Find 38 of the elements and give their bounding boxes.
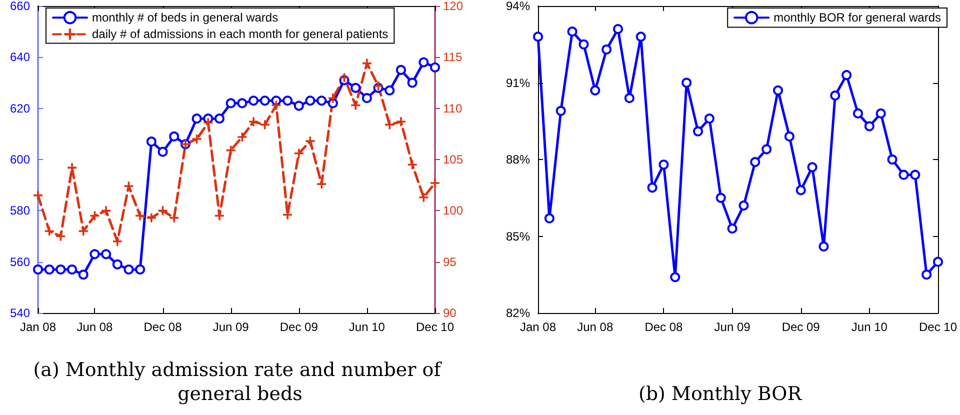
text: (b) Monthly BOR: [638, 383, 802, 405]
y-tick-label: 640: [10, 50, 30, 64]
y2-tick-label: 100: [443, 204, 464, 218]
y-tick-label: 560: [10, 254, 30, 269]
y-tick-label: 540: [10, 306, 30, 320]
x-tick-label: Jun 10: [348, 320, 386, 334]
legend-label: daily # of admissions in each month for general patients: [92, 27, 388, 42]
y-tick-label: 88%: [506, 152, 530, 166]
x-tick-label: Jun 10: [851, 320, 888, 334]
legend-label: monthly BOR for general wards: [774, 10, 942, 25]
x-tick-label: Dec 10: [918, 320, 958, 334]
y-tick-label: 580: [10, 204, 30, 218]
y-tick-label: 82%: [506, 306, 530, 320]
x-tick-label: Dec 09: [782, 320, 820, 334]
y2-tick-label: 110: [443, 101, 462, 116]
y2-tick-label: 115: [443, 50, 462, 64]
y2-tick-label: 95: [443, 254, 457, 269]
y-tick-label: 600: [10, 152, 30, 166]
x-tick-label: Jun 09: [714, 320, 751, 334]
y2-tick-label: 120: [443, 0, 464, 13]
y-tick-label: 91%: [506, 76, 530, 90]
text: (a) Monthly admission rate and number of general beds: [33, 359, 447, 405]
y-tick-label: 620: [10, 101, 30, 116]
y2-tick-label: 105: [443, 152, 464, 166]
x-tick-label: Jan 08: [20, 320, 56, 334]
x-tick-label: Jan 08: [520, 320, 556, 334]
x-tick-label: Jun 08: [76, 320, 114, 334]
x-tick-label: Dec 08: [644, 320, 684, 334]
x-tick-label: Dec 10: [416, 320, 454, 334]
x-tick-label: Dec 08: [144, 320, 182, 334]
legend-label: monthly # of beds in general wards: [92, 10, 278, 25]
x-tick-label: Jun 08: [577, 320, 614, 334]
y-tick-label: 85%: [506, 229, 530, 244]
y-tick-label: 94%: [506, 0, 530, 13]
y-tick-label: 660: [10, 0, 30, 13]
x-tick-label: Jun 09: [212, 320, 250, 334]
y2-tick-label: 90: [443, 306, 457, 320]
x-tick-label: Dec 09: [280, 320, 318, 334]
